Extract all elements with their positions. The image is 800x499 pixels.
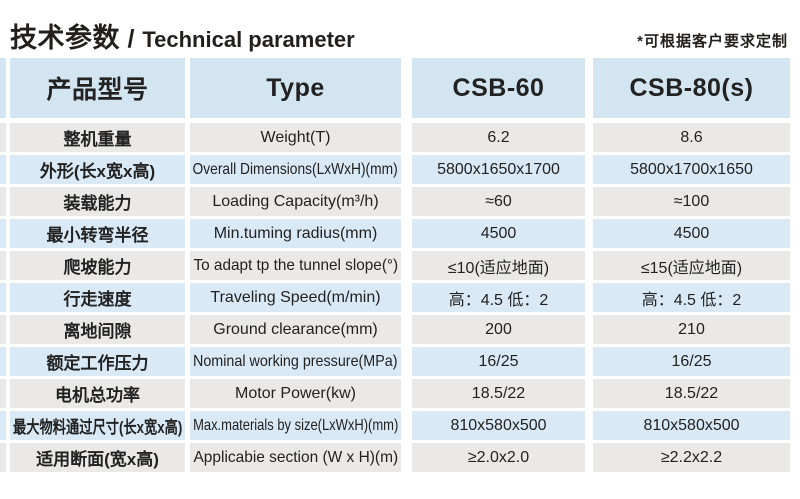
cell-name-en: To adapt tp the tunnel slope(°) <box>190 251 401 280</box>
customization-note: *可根据客户要求定制 <box>637 33 788 50</box>
table-row: 电机总功率 Motor Power(kw) 18.5/22 18.5/22 <box>10 379 790 408</box>
table-row: 额定工作压力 Nominal working pressure(MPa) 16/… <box>10 347 790 376</box>
cell-value-csb80: 16/25 <box>593 347 790 376</box>
table-header-row: 产品型号 Type CSB-60 CSB-80(s) <box>10 58 790 118</box>
cell-value-csb60: 4500 <box>412 219 585 248</box>
edge-seg <box>0 58 6 118</box>
page-title-en: Technical parameter <box>142 27 355 52</box>
table-body: 整机重量 Weight(T) 6.2 8.6 外形(长x宽x高) Overall… <box>10 123 790 472</box>
edge-seg <box>0 155 6 184</box>
cell-name-zh: 爬坡能力 <box>10 251 185 280</box>
edge-seg <box>0 187 6 216</box>
cell-value-csb60: 6.2 <box>412 123 585 152</box>
table-row: 整机重量 Weight(T) 6.2 8.6 <box>10 123 790 152</box>
table-row: 最大物料通过尺寸(长x宽x高) Max.materials by size(Lx… <box>10 411 790 440</box>
table-row: 外形(长x宽x高) Overall Dimensions(LxWxH)(mm) … <box>10 155 790 184</box>
cell-name-en: Traveling Speed(m/min) <box>190 283 401 312</box>
table-row: 离地间隙 Ground clearance(mm) 200 210 <box>10 315 790 344</box>
cell-value-csb80: 18.5/22 <box>593 379 790 408</box>
header-cell-csb60: CSB-60 <box>412 58 585 118</box>
cell-name-en: Weight(T) <box>190 123 401 152</box>
cell-name-zh: 外形(长x宽x高) <box>10 155 185 184</box>
cell-name-en: Nominal working pressure(MPa) <box>190 347 401 376</box>
cell-value-csb60: 200 <box>412 315 585 344</box>
cell-value-csb60: 5800x1650x1700 <box>412 155 585 184</box>
cell-name-en: Applicabie section (W x H)(m) <box>190 443 401 472</box>
cell-value-csb80: 5800x1700x1650 <box>593 155 790 184</box>
cell-value-csb60: ≥2.0x2.0 <box>412 443 585 472</box>
edge-seg <box>0 123 6 152</box>
cell-value-csb80: ≈100 <box>593 187 790 216</box>
cell-value-csb60: 810x580x500 <box>412 411 585 440</box>
edge-seg <box>0 219 6 248</box>
cell-value-csb60: ≤10(适应地面) <box>412 251 585 280</box>
edge-seg <box>0 411 6 440</box>
table-row: 最小转弯半径 Min.tuming radius(mm) 4500 4500 <box>10 219 790 248</box>
cell-name-zh: 额定工作压力 <box>10 347 185 376</box>
parameter-table: 产品型号 Type CSB-60 CSB-80(s) 整机重量 Weight(T… <box>10 58 790 472</box>
cell-name-en: Max.materials by size(LxWxH)(mm) <box>190 411 401 440</box>
cell-value-csb80: ≤15(适应地面) <box>593 251 790 280</box>
cell-name-zh: 行走速度 <box>10 283 185 312</box>
cell-name-zh: 电机总功率 <box>10 379 185 408</box>
cell-name-en: Motor Power(kw) <box>190 379 401 408</box>
cell-value-csb80: 210 <box>593 315 790 344</box>
cell-value-csb60: 16/25 <box>412 347 585 376</box>
edge-seg <box>0 443 6 472</box>
page-header: 技术参数 / Technical parameter *可根据客户要求定制 <box>0 0 800 58</box>
header-cell-product-model: 产品型号 <box>10 58 185 118</box>
cell-name-zh: 最大物料通过尺寸(长x宽x高) <box>10 411 185 440</box>
cell-name-zh: 适用断面(宽x高) <box>10 443 185 472</box>
header-cell-type: Type <box>190 58 401 118</box>
page-title-zh: 技术参数 <box>10 23 120 53</box>
table-area: 产品型号 Type CSB-60 CSB-80(s) 整机重量 Weight(T… <box>0 58 800 472</box>
table-row: 爬坡能力 To adapt tp the tunnel slope(°) ≤10… <box>10 251 790 280</box>
header-cell-csb80s: CSB-80(s) <box>593 58 790 118</box>
table-row: 适用断面(宽x高) Applicabie section (W x H)(m) … <box>10 443 790 472</box>
cell-value-csb80: 810x580x500 <box>593 411 790 440</box>
edge-seg <box>0 347 6 376</box>
table-row: 行走速度 Traveling Speed(m/min) 高：4.5 低：2 高：… <box>10 283 790 312</box>
cell-name-en: Overall Dimensions(LxWxH)(mm) <box>190 155 401 184</box>
cell-name-zh: 最小转弯半径 <box>10 219 185 248</box>
cell-name-zh: 离地间隙 <box>10 315 185 344</box>
edge-seg <box>0 379 6 408</box>
edge-seg <box>0 315 6 344</box>
table-row: 装载能力 Loading Capacity(m³/h) ≈60 ≈100 <box>10 187 790 216</box>
cell-value-csb60: 高：4.5 低：2 <box>412 283 585 312</box>
cell-value-csb80: 高：4.5 低：2 <box>593 283 790 312</box>
page-title: 技术参数 / Technical parameter <box>10 25 355 52</box>
cell-value-csb80: 4500 <box>593 219 790 248</box>
cell-name-en: Min.tuming radius(mm) <box>190 219 401 248</box>
cell-value-csb60: 18.5/22 <box>412 379 585 408</box>
table-edge-sliver <box>0 58 6 475</box>
title-separator: / <box>120 25 143 53</box>
cell-value-csb80: ≥2.2x2.2 <box>593 443 790 472</box>
cell-name-en: Loading Capacity(m³/h) <box>190 187 401 216</box>
edge-seg <box>0 251 6 280</box>
edge-seg <box>0 283 6 312</box>
cell-name-zh: 整机重量 <box>10 123 185 152</box>
cell-value-csb80: 8.6 <box>593 123 790 152</box>
cell-name-zh: 装载能力 <box>10 187 185 216</box>
cell-value-csb60: ≈60 <box>412 187 585 216</box>
cell-name-en: Ground clearance(mm) <box>190 315 401 344</box>
